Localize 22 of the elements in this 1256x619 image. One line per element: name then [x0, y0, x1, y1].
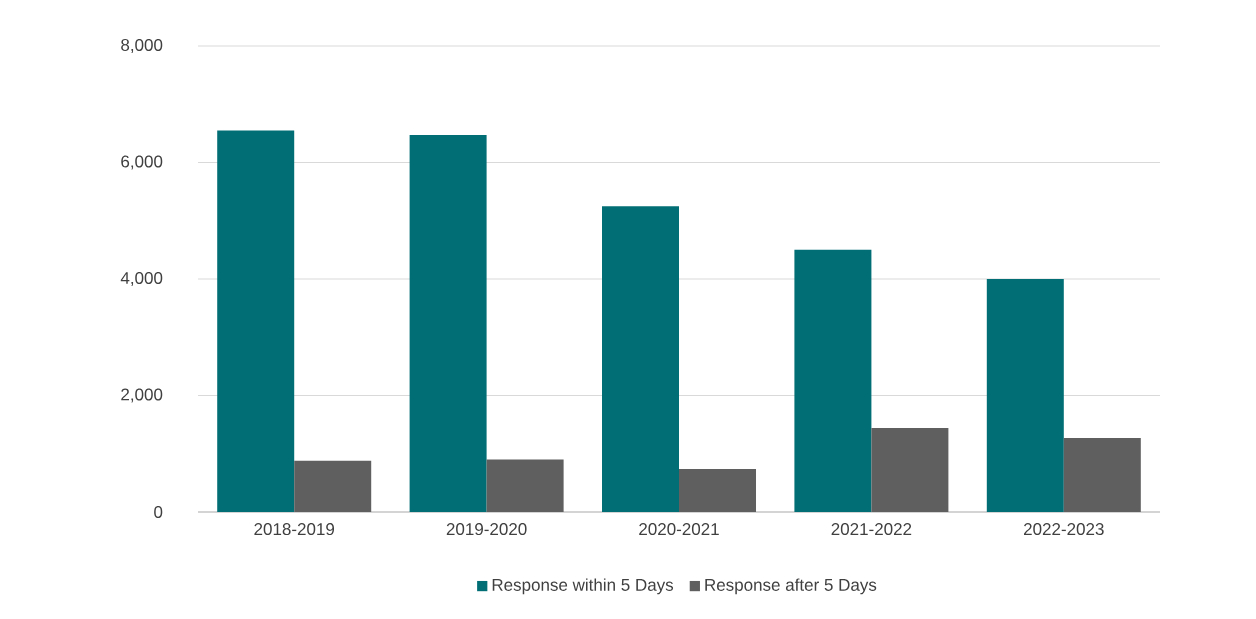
bar	[294, 460, 372, 512]
bar	[409, 135, 487, 512]
legend-label: Response within 5 Days	[492, 578, 674, 595]
bar	[794, 249, 872, 512]
x-tick-label: 2020-2021	[639, 523, 719, 536]
x-tick-label: 2018-2019	[254, 523, 335, 536]
y-tick-label: 4,000	[120, 271, 163, 286]
bar	[871, 428, 949, 512]
x-tick-label: 2022-2023	[1024, 523, 1104, 536]
bar	[986, 278, 1064, 512]
y-tick-label: 6,000	[121, 155, 163, 170]
y-tick-label: 0	[154, 505, 163, 518]
legend-label: Response after 5 Days	[705, 578, 877, 595]
bar	[602, 206, 680, 512]
y-tick-label: 8,000	[121, 38, 163, 54]
x-tick-label: 2021-2022	[831, 523, 912, 536]
bar	[217, 130, 295, 512]
bar	[679, 468, 757, 512]
bar	[1063, 438, 1141, 512]
x-tick-label: 2019-2020	[446, 523, 527, 536]
y-tick-label: 2,000	[121, 388, 163, 403]
bar	[486, 459, 564, 512]
